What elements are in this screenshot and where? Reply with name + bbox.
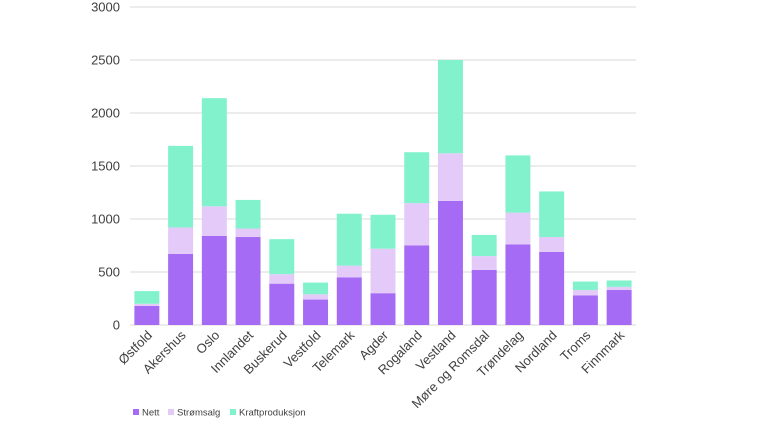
bar-segment-kraftproduksjon	[572, 281, 598, 291]
y-axis-ticks: 0 500 1000 1500 2000 2500 3000	[91, 0, 120, 333]
legend-label: Nett	[142, 408, 160, 419]
bar-segment-strømsalg	[370, 248, 396, 294]
y-tick-label: 3000	[91, 0, 120, 15]
legend-swatch	[133, 409, 139, 415]
bar-segment-nett	[269, 283, 295, 325]
bar-segment-strømsalg	[606, 286, 632, 291]
y-tick-label: 2500	[91, 53, 120, 68]
bar-segment-strømsalg	[201, 206, 227, 236]
y-tick-label: 1500	[91, 159, 120, 174]
bar-segment-kraftproduksjon	[303, 282, 329, 295]
bar-segment-nett	[303, 299, 329, 325]
bar-segment-nett	[437, 200, 463, 325]
bar-segment-strømsalg	[269, 274, 295, 284]
bar-segment-strømsalg	[539, 237, 565, 252]
bars	[134, 60, 632, 325]
bar-segment-strømsalg	[134, 303, 160, 306]
legend-label: Kraftproduksjon	[239, 408, 306, 419]
bar-segment-kraftproduksjon	[336, 213, 362, 266]
bar-segment-strømsalg	[437, 153, 463, 201]
bar-segment-kraftproduksjon	[505, 155, 531, 213]
bar-segment-strømsalg	[572, 290, 598, 296]
bar-segment-nett	[168, 253, 194, 325]
bar-segment-kraftproduksjon	[606, 280, 632, 287]
bar-segment-kraftproduksjon	[134, 291, 160, 304]
y-tick-label: 2000	[91, 106, 120, 121]
bar-segment-nett	[572, 295, 598, 325]
bar-segment-kraftproduksjon	[437, 60, 463, 154]
bar-segment-nett	[370, 293, 396, 325]
bar-segment-strømsalg	[471, 256, 497, 270]
bar-segment-kraftproduksjon	[370, 214, 396, 249]
bar-segment-kraftproduksjon	[168, 145, 194, 228]
bar-segment-strømsalg	[404, 203, 430, 246]
bar-segment-nett	[539, 251, 565, 325]
bar-segment-strømsalg	[505, 212, 531, 245]
bar-segment-strømsalg	[336, 265, 362, 278]
bar-segment-nett	[606, 290, 632, 325]
bar-segment-kraftproduksjon	[471, 234, 497, 257]
bar-segment-nett	[336, 277, 362, 325]
bar-segment-kraftproduksjon	[404, 152, 430, 204]
y-tick-label: 500	[98, 265, 120, 280]
bar-segment-kraftproduksjon	[201, 98, 227, 207]
bar-segment-nett	[404, 245, 430, 325]
bar-segment-nett	[235, 237, 261, 325]
legend: Nett Strømsalg Kraftproduksjon	[133, 408, 306, 419]
bar-segment-nett	[134, 305, 160, 325]
bar-segment-nett	[471, 269, 497, 325]
bar-segment-kraftproduksjon	[539, 191, 565, 238]
bar-segment-strømsalg	[303, 294, 329, 300]
bar-segment-nett	[201, 235, 227, 325]
bar-segment-strømsalg	[168, 227, 194, 254]
legend-swatch	[230, 409, 236, 415]
y-tick-label: 1000	[91, 212, 120, 227]
bar-segment-kraftproduksjon	[235, 199, 261, 229]
bar-segment-nett	[505, 244, 531, 325]
bar-segment-kraftproduksjon	[269, 239, 295, 275]
legend-swatch	[168, 409, 174, 415]
legend-label: Strømsalg	[177, 408, 220, 419]
bar-segment-strømsalg	[235, 228, 261, 238]
y-tick-label: 0	[113, 318, 120, 333]
x-category-label: Oslo	[193, 328, 223, 358]
